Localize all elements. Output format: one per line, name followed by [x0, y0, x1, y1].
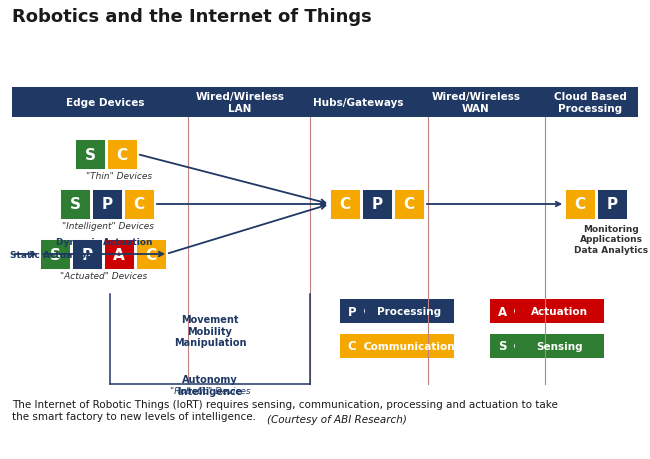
- Text: Movement
Mobility
Manipulation: Movement Mobility Manipulation: [174, 314, 246, 347]
- Text: C: C: [348, 340, 356, 353]
- Text: C: C: [404, 197, 415, 212]
- Text: Communication: Communication: [364, 341, 455, 351]
- Bar: [60, 190, 90, 219]
- Text: P: P: [348, 305, 356, 318]
- Bar: [490, 334, 514, 358]
- Bar: [92, 190, 122, 219]
- Text: "Robotic" Devices: "Robotic" Devices: [170, 386, 250, 395]
- Text: C: C: [146, 247, 157, 262]
- Text: Wired/Wireless
LAN: Wired/Wireless LAN: [196, 92, 285, 113]
- Text: A: A: [113, 247, 125, 262]
- Text: Sensing: Sensing: [536, 341, 583, 351]
- Text: C: C: [575, 197, 586, 212]
- Bar: [394, 190, 424, 219]
- Text: Edge Devices: Edge Devices: [66, 98, 144, 108]
- Bar: [362, 190, 392, 219]
- Bar: [565, 190, 595, 219]
- Text: Robotics and the Internet of Things: Robotics and the Internet of Things: [12, 8, 372, 26]
- Text: S: S: [498, 340, 506, 353]
- Polygon shape: [511, 334, 604, 358]
- Polygon shape: [511, 299, 604, 323]
- Bar: [340, 299, 364, 323]
- Text: Hubs/Gateways: Hubs/Gateways: [313, 98, 403, 108]
- Bar: [597, 190, 627, 219]
- Bar: [340, 334, 364, 358]
- Bar: [107, 140, 137, 170]
- Text: C: C: [133, 197, 144, 212]
- Bar: [490, 299, 514, 323]
- Text: S: S: [84, 147, 96, 162]
- Bar: [40, 240, 70, 269]
- Text: S: S: [49, 247, 60, 262]
- Text: P: P: [606, 197, 618, 212]
- Polygon shape: [361, 334, 454, 358]
- Text: S: S: [70, 197, 81, 212]
- Text: C: C: [116, 147, 127, 162]
- Text: Static Actuation: Static Actuation: [10, 250, 92, 259]
- Bar: [124, 190, 154, 219]
- Bar: [104, 240, 134, 269]
- Text: C: C: [339, 197, 350, 212]
- Text: The Internet of Robotic Things (IoRT) requires sensing, communication, processin: The Internet of Robotic Things (IoRT) re…: [12, 399, 558, 421]
- Text: A: A: [497, 305, 506, 318]
- Text: "Actuated" Devices: "Actuated" Devices: [60, 271, 148, 280]
- Text: P: P: [101, 197, 112, 212]
- Bar: [72, 240, 102, 269]
- Text: P: P: [371, 197, 383, 212]
- Text: (Courtesy of ABI Research): (Courtesy of ABI Research): [267, 414, 407, 424]
- Text: Autonomy
Intelligence: Autonomy Intelligence: [177, 374, 242, 396]
- Text: Wired/Wireless
WAN: Wired/Wireless WAN: [432, 92, 521, 113]
- Bar: [330, 190, 360, 219]
- Text: P: P: [81, 247, 92, 262]
- Text: "Intelligent" Devices: "Intelligent" Devices: [62, 222, 154, 230]
- Text: Monitoring
Applications
Data Analytics: Monitoring Applications Data Analytics: [574, 224, 648, 254]
- Text: Actuation: Actuation: [531, 306, 588, 316]
- Text: "Thin" Devices: "Thin" Devices: [86, 172, 152, 180]
- Text: Processing: Processing: [378, 306, 441, 316]
- Text: Dynamic Actuation: Dynamic Actuation: [56, 238, 152, 247]
- Bar: [75, 140, 105, 170]
- Bar: [12, 88, 638, 118]
- Polygon shape: [361, 299, 454, 323]
- Bar: [136, 240, 166, 269]
- Text: Cloud Based
Processing: Cloud Based Processing: [554, 92, 627, 113]
